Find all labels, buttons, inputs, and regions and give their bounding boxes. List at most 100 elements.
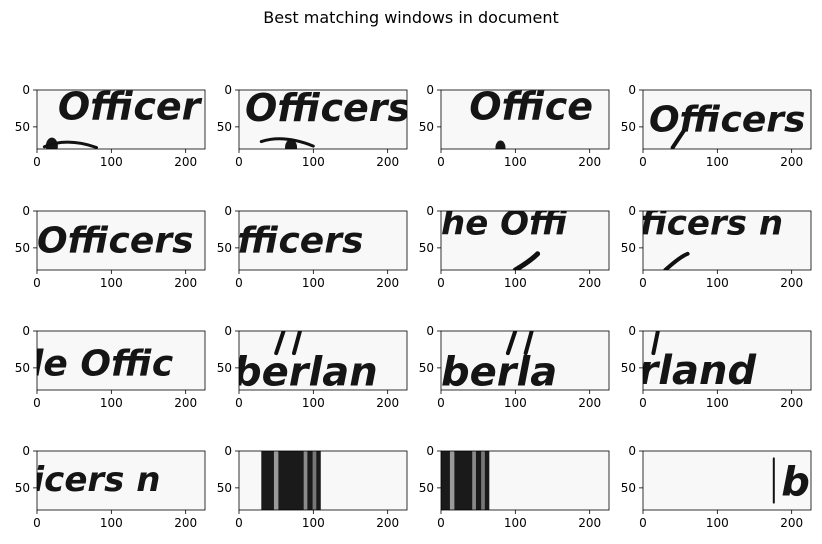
panel-frame <box>642 330 812 391</box>
x-tick-label: 100 <box>706 276 729 290</box>
svg-text:le Offic: le Offic <box>31 343 173 384</box>
panel-image <box>441 451 609 510</box>
x-tick-label: 100 <box>504 396 527 410</box>
x-tick-label: 100 <box>706 396 729 410</box>
panel-image: he Offi <box>441 204 609 270</box>
x-tick-label: 200 <box>780 396 803 410</box>
panel-frame <box>440 330 610 391</box>
x-tick-label: 200 <box>578 516 601 530</box>
svg-text:rland: rland <box>639 348 757 394</box>
svg-text:Office: Office <box>469 85 593 129</box>
y-tick-label: 0 <box>224 204 232 218</box>
y-tick-label: 0 <box>426 324 434 338</box>
panel-15: 0 100 200 0 50 <box>419 444 610 530</box>
x-tick-label: 0 <box>437 276 445 290</box>
y-tick-label: 0 <box>426 444 434 458</box>
panel-frame <box>440 210 610 271</box>
x-tick-label: 100 <box>504 516 527 530</box>
x-tick-label: 200 <box>174 516 197 530</box>
y-tick-label: 0 <box>224 83 232 97</box>
panel-frame <box>238 330 408 391</box>
svg-text:Officer: Officer <box>58 85 203 129</box>
x-tick-label: 100 <box>100 516 123 530</box>
y-tick-label: 0 <box>22 444 30 458</box>
svg-text:icers n: icers n <box>33 460 161 500</box>
panel-image: berla <box>441 331 609 396</box>
y-tick-label: 0 <box>224 324 232 338</box>
panel-6: fficers 0 100 200 0 50 <box>217 204 408 290</box>
panel-image: Officers <box>37 211 205 270</box>
x-tick-label: 200 <box>376 276 399 290</box>
x-tick-label: 200 <box>578 396 601 410</box>
panel-frame <box>440 450 610 511</box>
svg-text:berla: berla <box>441 350 557 396</box>
x-tick-label: 100 <box>302 516 325 530</box>
panel-frame <box>238 450 408 511</box>
panel-frame <box>440 89 610 150</box>
panel-7: he Offi 0 100 200 0 50 <box>419 204 610 290</box>
x-tick-label: 0 <box>33 155 41 169</box>
svg-text:fficers: fficers <box>238 220 364 261</box>
panel-frame <box>36 330 206 391</box>
x-tick-label: 100 <box>100 276 123 290</box>
x-tick-label: 0 <box>639 155 647 169</box>
y-tick-label: 0 <box>426 204 434 218</box>
x-tick-label: 0 <box>235 396 243 410</box>
svg-text:Officers: Officers <box>37 220 194 261</box>
panel-image: Officers <box>239 86 410 149</box>
y-tick-label: 0 <box>426 83 434 97</box>
svg-text:Officers: Officers <box>245 86 410 130</box>
panel-4: Officers 0 100 200 0 50 <box>621 83 812 169</box>
x-tick-label: 100 <box>100 155 123 169</box>
panel-2: Officers 0 100 200 0 50 <box>217 83 410 169</box>
y-tick-label: 50 <box>621 361 636 375</box>
y-tick-label: 50 <box>217 361 232 375</box>
x-tick-label: 100 <box>504 276 527 290</box>
panel-image: icers n <box>33 451 205 510</box>
x-tick-label: 200 <box>376 516 399 530</box>
x-tick-label: 0 <box>437 155 445 169</box>
y-tick-label: 50 <box>15 120 30 134</box>
y-tick-label: 50 <box>621 120 636 134</box>
panel-image: b <box>643 451 811 510</box>
y-tick-label: 50 <box>217 120 232 134</box>
y-tick-label: 50 <box>621 241 636 255</box>
x-tick-label: 100 <box>706 516 729 530</box>
panel-frame <box>238 89 408 150</box>
x-tick-label: 0 <box>437 516 445 530</box>
y-tick-label: 0 <box>628 83 636 97</box>
panel-frame <box>36 450 206 511</box>
x-tick-label: 0 <box>639 396 647 410</box>
x-tick-label: 100 <box>302 276 325 290</box>
y-tick-label: 50 <box>15 361 30 375</box>
x-tick-label: 200 <box>780 155 803 169</box>
y-tick-label: 0 <box>628 204 636 218</box>
panel-14: 0 100 200 0 50 <box>217 444 408 530</box>
panel-image: Office <box>441 85 609 149</box>
x-tick-label: 200 <box>174 396 197 410</box>
x-tick-label: 100 <box>302 155 325 169</box>
y-tick-label: 50 <box>419 120 434 134</box>
svg-text:berlan: berlan <box>233 350 378 396</box>
x-tick-label: 200 <box>780 276 803 290</box>
y-tick-label: 0 <box>22 324 30 338</box>
x-tick-label: 100 <box>100 396 123 410</box>
x-tick-label: 200 <box>578 276 601 290</box>
x-tick-label: 0 <box>235 276 243 290</box>
panel-image: berlan <box>233 331 407 396</box>
panel-5: Officers 0 100 200 0 50 <box>15 204 206 290</box>
svg-text:he Offi: he Offi <box>441 204 568 244</box>
x-tick-label: 0 <box>235 516 243 530</box>
y-tick-label: 0 <box>224 444 232 458</box>
y-tick-label: 50 <box>621 481 636 495</box>
panel-image: Officer <box>37 85 205 149</box>
x-tick-label: 100 <box>302 396 325 410</box>
panel-frame <box>36 210 206 271</box>
x-tick-label: 200 <box>376 396 399 410</box>
panel-8: ficers n 0 100 200 0 50 <box>621 204 812 290</box>
panel-image: ficers n <box>643 211 811 270</box>
figure-title: Best matching windows in document <box>263 8 559 27</box>
